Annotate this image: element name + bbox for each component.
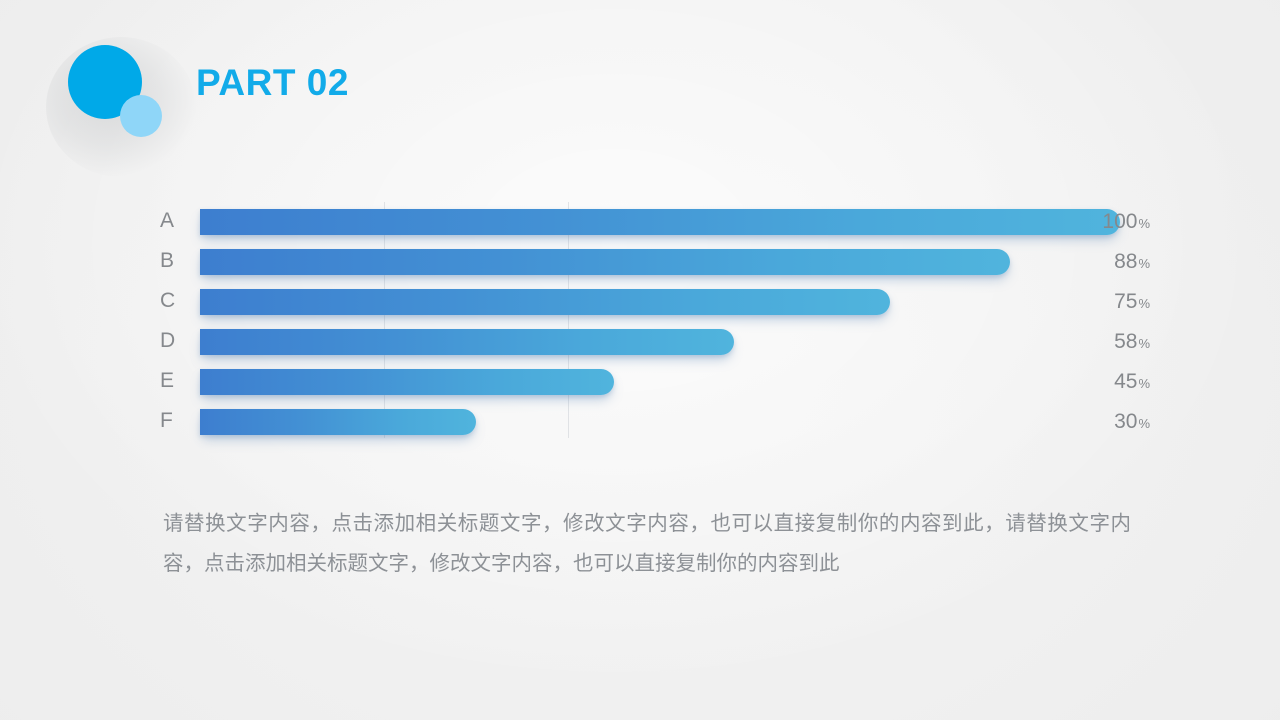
bar-value-label: 75% — [1020, 289, 1150, 315]
bar-value-number: 58 — [1114, 330, 1138, 353]
bar-fill — [200, 409, 476, 435]
bar-value-label: 45% — [1020, 369, 1150, 395]
bar-category-label: F — [160, 408, 173, 432]
bar-fill — [200, 249, 1010, 275]
body-paragraph: 请替换文字内容，点击添加相关标题文字，修改文字内容，也可以直接复制你的内容到此，… — [163, 511, 1131, 575]
bar-track: 75% — [200, 289, 1150, 315]
bar-value-number: 88 — [1114, 250, 1138, 273]
chart-row: A 100% — [160, 200, 1150, 240]
bar-chart: A 100% B 88% C 75% D 58% E 45% F 30% — [160, 200, 1150, 450]
logo-mark — [46, 37, 196, 177]
bar-fill — [200, 329, 734, 355]
bar-value-unit: % — [1138, 416, 1150, 431]
bar-track: 45% — [200, 369, 1150, 395]
bar-value-unit: % — [1138, 256, 1150, 271]
bar-value-label: 30% — [1020, 409, 1150, 435]
bar-track: 100% — [200, 209, 1150, 235]
bar-category-label: C — [160, 288, 176, 312]
bar-value-label: 58% — [1020, 329, 1150, 355]
bar-category-label: A — [160, 208, 175, 232]
bar-track: 58% — [200, 329, 1150, 355]
bar-value-label: 88% — [1020, 249, 1150, 275]
bar-value-unit: % — [1138, 216, 1150, 231]
bar-value-number: 75 — [1114, 290, 1138, 313]
page-title: PART 02 — [196, 62, 349, 103]
bar-value-number: 100 — [1102, 210, 1138, 233]
chart-row: C 75% — [160, 280, 1150, 320]
chart-row: D 58% — [160, 320, 1150, 360]
chart-row: F 30% — [160, 400, 1150, 440]
bar-value-label: 100% — [1020, 209, 1150, 235]
bar-value-unit: % — [1138, 296, 1150, 311]
bar-value-unit: % — [1138, 376, 1150, 391]
logo-small-circle-icon — [120, 95, 162, 137]
bar-value-unit: % — [1138, 336, 1150, 351]
bar-track: 88% — [200, 249, 1150, 275]
bar-fill — [200, 289, 890, 315]
bar-category-label: B — [160, 248, 175, 272]
chart-rows: A 100% B 88% C 75% D 58% E 45% F 30% — [160, 200, 1150, 440]
chart-row: E 45% — [160, 360, 1150, 400]
bar-value-number: 30 — [1114, 410, 1138, 433]
slide-header: PART 02 — [0, 0, 1280, 177]
bar-fill — [200, 369, 614, 395]
bar-value-number: 45 — [1114, 370, 1138, 393]
bar-fill — [200, 209, 1120, 235]
bar-category-label: E — [160, 368, 175, 392]
chart-row: B 88% — [160, 240, 1150, 280]
bar-category-label: D — [160, 328, 176, 352]
bar-track: 30% — [200, 409, 1150, 435]
